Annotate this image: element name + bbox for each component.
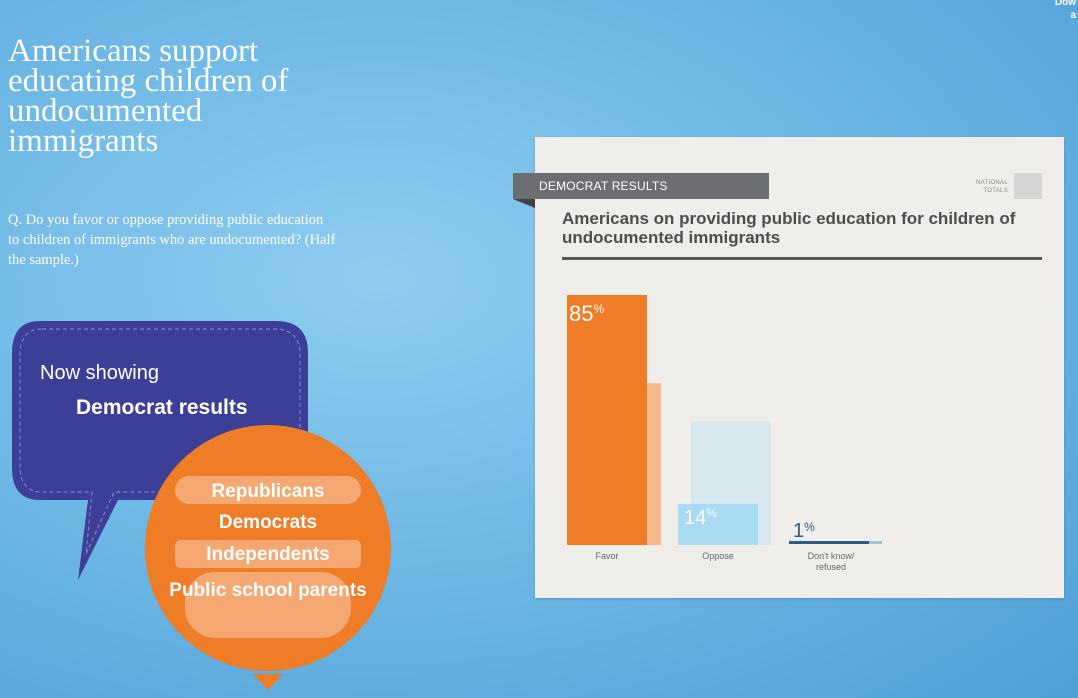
bar-oppose: [678, 503, 758, 545]
group-selector-circle: [145, 425, 391, 690]
corner-note-line2[interactable]: a: [1070, 10, 1076, 21]
group-selector-graphic: [12, 321, 391, 690]
category-label: Favor: [595, 551, 618, 561]
page-title: Americans support educating children of …: [8, 33, 289, 159]
results-tab-fold: [513, 199, 535, 208]
category-label: refused: [816, 562, 846, 572]
now-showing-value: Democrat results: [76, 396, 248, 419]
category-label: Oppose: [702, 551, 734, 561]
data-label-dk: 1%: [793, 520, 815, 542]
option-independents[interactable]: Independents: [206, 544, 330, 565]
corner-note-line1[interactable]: Dow: [1054, 0, 1076, 8]
chart-title-rule: [562, 257, 1042, 260]
now-showing-label: Now showing: [40, 362, 159, 384]
speech-bubble: [12, 321, 308, 580]
survey-question: Q. Do you favor or oppose providing publ…: [8, 212, 336, 268]
national-totals-label-line1: NATIONAL: [976, 180, 1008, 186]
results-tab: DEMOCRAT RESULTS: [513, 173, 769, 199]
national-totals-label: NATIONAL TOTALS: [976, 179, 1008, 195]
category-label: Don't know/: [808, 551, 855, 561]
national-totals-toggle[interactable]: [1014, 173, 1042, 199]
corner-note[interactable]: Dow a: [1055, 0, 1076, 22]
bar-chart: 85%14%1%Favor Oppose Don't know/refused: [567, 295, 882, 572]
option-republicans[interactable]: Republicans: [211, 481, 325, 502]
chart-title: Americans on providing public education …: [562, 209, 1016, 247]
option-public-school-parents[interactable]: Public school parents: [169, 580, 367, 601]
chart-card: DEMOCRAT RESULTS NATIONAL TOTALS America…: [513, 137, 1064, 598]
bar-dk: [789, 541, 869, 544]
option-democrats[interactable]: Democrats: [218, 512, 318, 533]
national-totals-label-line2: TOTALS: [983, 188, 1008, 194]
bar-favor: [567, 295, 647, 545]
